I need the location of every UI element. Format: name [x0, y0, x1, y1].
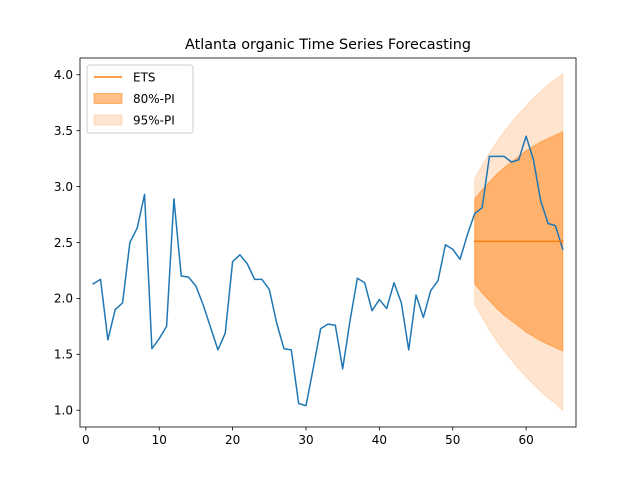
- y-tick-label: 3.0: [54, 180, 73, 194]
- legend-label: 80%-PI: [133, 92, 175, 106]
- y-tick-label: 4.0: [54, 68, 73, 82]
- legend: ETS 80%-PI 95%-PI: [86, 64, 194, 134]
- y-tick-label: 1.5: [54, 348, 73, 362]
- x-tick-label: 20: [225, 433, 240, 447]
- legend-swatch-patch: [93, 114, 123, 126]
- legend-swatch-patch: [93, 93, 123, 104]
- x-tick-label: 60: [518, 433, 533, 447]
- legend-box: [86, 64, 194, 134]
- x-tick-label: 0: [82, 433, 90, 447]
- y-tick-label: 1.0: [54, 404, 73, 418]
- series-layer: [92, 135, 564, 407]
- x-tick-label: 40: [372, 433, 387, 447]
- legend-label: ETS: [133, 70, 156, 84]
- x-tick-label: 10: [152, 433, 167, 447]
- y-tick-label: 2.5: [54, 236, 73, 250]
- y-tick-label: 3.5: [54, 124, 73, 138]
- x-tick-label: 50: [445, 433, 460, 447]
- y-tick-label: 2.0: [54, 292, 73, 306]
- axes-layer: 0 10 20 30 40 50 60 1.0 1.5 2.0 2.5 3.0 3.5 4.0: [54, 57, 577, 447]
- series-line-0: [92, 135, 564, 407]
- chart-title: Atlanta organic Time Series Forecasting: [185, 37, 471, 53]
- legend-label: 95%-PI: [133, 113, 175, 127]
- x-tick-label: 30: [298, 433, 313, 447]
